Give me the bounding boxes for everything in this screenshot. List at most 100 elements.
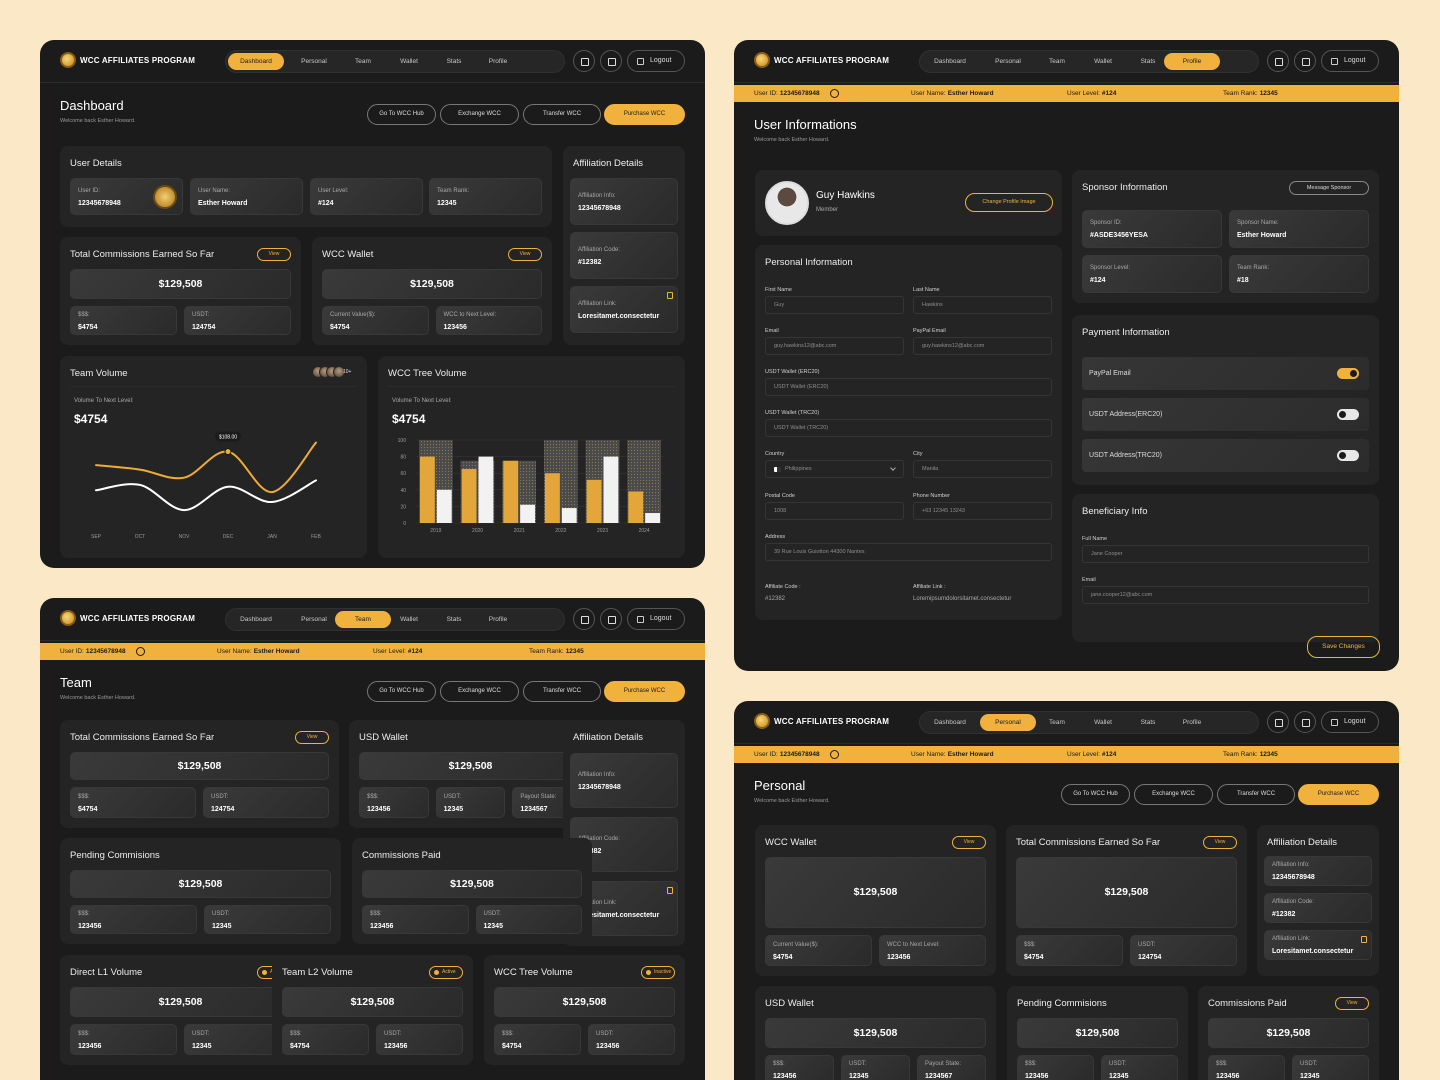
view-button[interactable]: View	[508, 248, 542, 261]
input[interactable]: +63 12345 13243	[913, 502, 1052, 520]
action-button[interactable]: Purchase WCC	[604, 104, 685, 125]
chat-button[interactable]	[573, 608, 595, 630]
nav-tab[interactable]: Personal	[995, 58, 1021, 65]
nav-tab[interactable]: Team	[1049, 719, 1065, 726]
logout-button[interactable]: Logout	[627, 50, 685, 72]
nav-tab[interactable]: Wallet	[400, 58, 418, 65]
nav-tab[interactable]: Personal	[301, 616, 327, 623]
message-sponsor-button[interactable]: Message Sponsor	[1289, 181, 1369, 195]
logout-button[interactable]: Logout	[1321, 711, 1379, 733]
field-label: $$$:	[78, 311, 90, 318]
input-value: guy.hawkins12@abc.com	[922, 343, 985, 349]
input[interactable]: Philippines	[765, 460, 904, 478]
input[interactable]: USDT Wallet (ERC20)	[765, 378, 1052, 396]
nav-tab[interactable]: Wallet	[400, 616, 418, 623]
input[interactable]: jane.cooper12@abc.com	[1082, 586, 1369, 604]
action-button[interactable]: Transfer WCC	[523, 681, 601, 702]
action-button[interactable]: Purchase WCC	[604, 681, 685, 702]
nav-tab[interactable]: Stats	[446, 616, 462, 623]
nav-tab[interactable]: Wallet	[1094, 719, 1112, 726]
field-box: USDT: 12345	[1292, 1055, 1369, 1080]
field-box: WCC to Next Level: 123456	[435, 306, 542, 335]
y-tick-label: 0	[403, 521, 406, 527]
field-value: Loremipsumdolorsitamet.consectetur	[913, 596, 1012, 602]
input[interactable]: Jane Cooper	[1082, 545, 1369, 563]
action-button[interactable]: Go To WCC Hub	[367, 104, 436, 125]
card: Pending Commisions $129,508 $$$: 123456 USDT…	[1007, 986, 1188, 1080]
nav-tab[interactable]: Team	[355, 58, 371, 65]
nav-tab[interactable]: Stats	[446, 58, 462, 65]
nav-tab[interactable]: Team	[1049, 58, 1065, 65]
nav-tab[interactable]: Profile	[1182, 719, 1202, 726]
field-value: #18	[1237, 277, 1249, 284]
toggle[interactable]	[1337, 450, 1359, 461]
nav-tab[interactable]: Stats	[1140, 719, 1156, 726]
view-button[interactable]: View	[295, 731, 329, 744]
input[interactable]: guy.hawkins12@abc.com	[765, 337, 904, 355]
notification-button[interactable]	[600, 608, 622, 630]
toggle[interactable]	[1337, 409, 1359, 420]
nav-tab[interactable]: Team	[335, 611, 391, 628]
field-label: Affiliation Code:	[578, 835, 620, 842]
input[interactable]: Guy	[765, 296, 904, 314]
action-button[interactable]: Exchange WCC	[1134, 784, 1213, 805]
nav-tab[interactable]: Dashboard	[934, 719, 966, 726]
nav-tab[interactable]: Profile	[1164, 53, 1220, 70]
input[interactable]: guy.hawkins12@abc.com	[913, 337, 1052, 355]
input[interactable]: USDT Wallet (TRC20)	[765, 419, 1052, 437]
nav-tab[interactable]: Personal	[980, 714, 1036, 731]
action-button[interactable]: Exchange WCC	[440, 681, 519, 702]
input[interactable]: 39 Rue Louis Guiotton 44300 Nantes	[765, 543, 1052, 561]
field-value: 124754	[1138, 953, 1162, 961]
view-button[interactable]: View	[1335, 997, 1369, 1010]
info-value: 12345	[1259, 751, 1278, 758]
y-tick-label: 20	[400, 504, 406, 510]
chat-button[interactable]	[1267, 711, 1289, 733]
card: Affiliation Details Affiliation Info: 1234…	[563, 146, 685, 345]
card-title: Affiliation Details	[1267, 837, 1338, 848]
nav-tab[interactable]: Dashboard	[934, 58, 966, 65]
action-button[interactable]: Exchange WCC	[440, 104, 519, 125]
nav-tab[interactable]: Profile	[488, 616, 508, 623]
view-button[interactable]: View	[1203, 836, 1237, 849]
info-bar: User ID: 12345678948 User Name: Esther Howa…	[734, 746, 1399, 763]
field-label: Affiliation Info:	[578, 192, 616, 199]
info-item: User Level: #124	[1067, 85, 1116, 102]
action-button[interactable]: Transfer WCC	[523, 104, 601, 125]
info-value: 12345	[1259, 90, 1278, 97]
nav-tab[interactable]: Stats	[1140, 58, 1156, 65]
info-item: User Name: Esther Howard	[217, 643, 300, 660]
change-image-button[interactable]: Change Profile Image	[965, 193, 1053, 212]
chat-button[interactable]	[1267, 50, 1289, 72]
nav-tab[interactable]: Personal	[301, 58, 327, 65]
input[interactable]: Hawkins	[913, 296, 1052, 314]
save-button[interactable]: Save Changes	[1307, 636, 1380, 658]
toggle[interactable]	[1337, 368, 1359, 379]
view-button[interactable]: View	[952, 836, 986, 849]
action-button[interactable]: Go To WCC Hub	[367, 681, 436, 702]
notification-button[interactable]	[1294, 50, 1316, 72]
notification-button[interactable]	[600, 50, 622, 72]
input[interactable]: Manila	[913, 460, 1052, 478]
field-label: WCC to Next Level:	[887, 941, 940, 948]
view-button[interactable]: View	[257, 248, 291, 261]
page-subtitle: Welcome back Esther Howard.	[754, 137, 830, 143]
action-button[interactable]: Transfer WCC	[1217, 784, 1295, 805]
logout-button[interactable]: Logout	[1321, 50, 1379, 72]
nav-tab[interactable]: Dashboard	[228, 53, 284, 70]
nav-tab[interactable]: Wallet	[1094, 58, 1112, 65]
chat-button[interactable]	[573, 50, 595, 72]
field-value: 12345	[1109, 1072, 1129, 1080]
logout-button[interactable]: Logout	[627, 608, 685, 630]
field-box: USDT: 124754	[1130, 935, 1237, 966]
notification-button[interactable]	[1294, 711, 1316, 733]
nav-tab[interactable]: Profile	[488, 58, 508, 65]
input-label: Last Name	[913, 287, 940, 293]
input-label: USDT Wallet (ERC20)	[765, 369, 820, 375]
input[interactable]: 1008	[765, 502, 904, 520]
field-value: 12345678948	[578, 783, 621, 791]
nav-tab[interactable]: Dashboard	[240, 616, 272, 623]
action-button[interactable]: Purchase WCC	[1298, 784, 1379, 805]
action-button[interactable]: Go To WCC Hub	[1061, 784, 1130, 805]
logout-label: Logout	[650, 615, 672, 622]
